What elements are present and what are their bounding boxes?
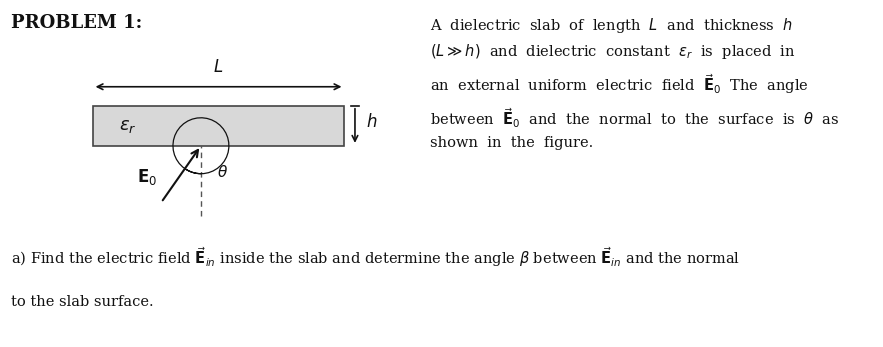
Text: to the slab surface.: to the slab surface.	[11, 295, 154, 309]
Text: $\theta$: $\theta$	[217, 164, 228, 180]
Text: $h$: $h$	[366, 113, 378, 131]
Text: A  dielectric  slab  of  length  $L$  and  thickness  $h$
$(L \gg h)$  and  diel: A dielectric slab of length $L$ and thic…	[430, 16, 840, 150]
Text: $\varepsilon_r$: $\varepsilon_r$	[119, 117, 137, 135]
Text: PROBLEM 1:: PROBLEM 1:	[11, 14, 142, 32]
Text: a) Find the electric field $\vec{\mathbf{E}}_{in}$ inside the slab and determine: a) Find the electric field $\vec{\mathbf…	[11, 245, 740, 269]
Bar	[93, 106, 344, 146]
Text: $\mathbf{E}_0$: $\mathbf{E}_0$	[137, 167, 156, 187]
Text: $L$: $L$	[214, 59, 223, 76]
